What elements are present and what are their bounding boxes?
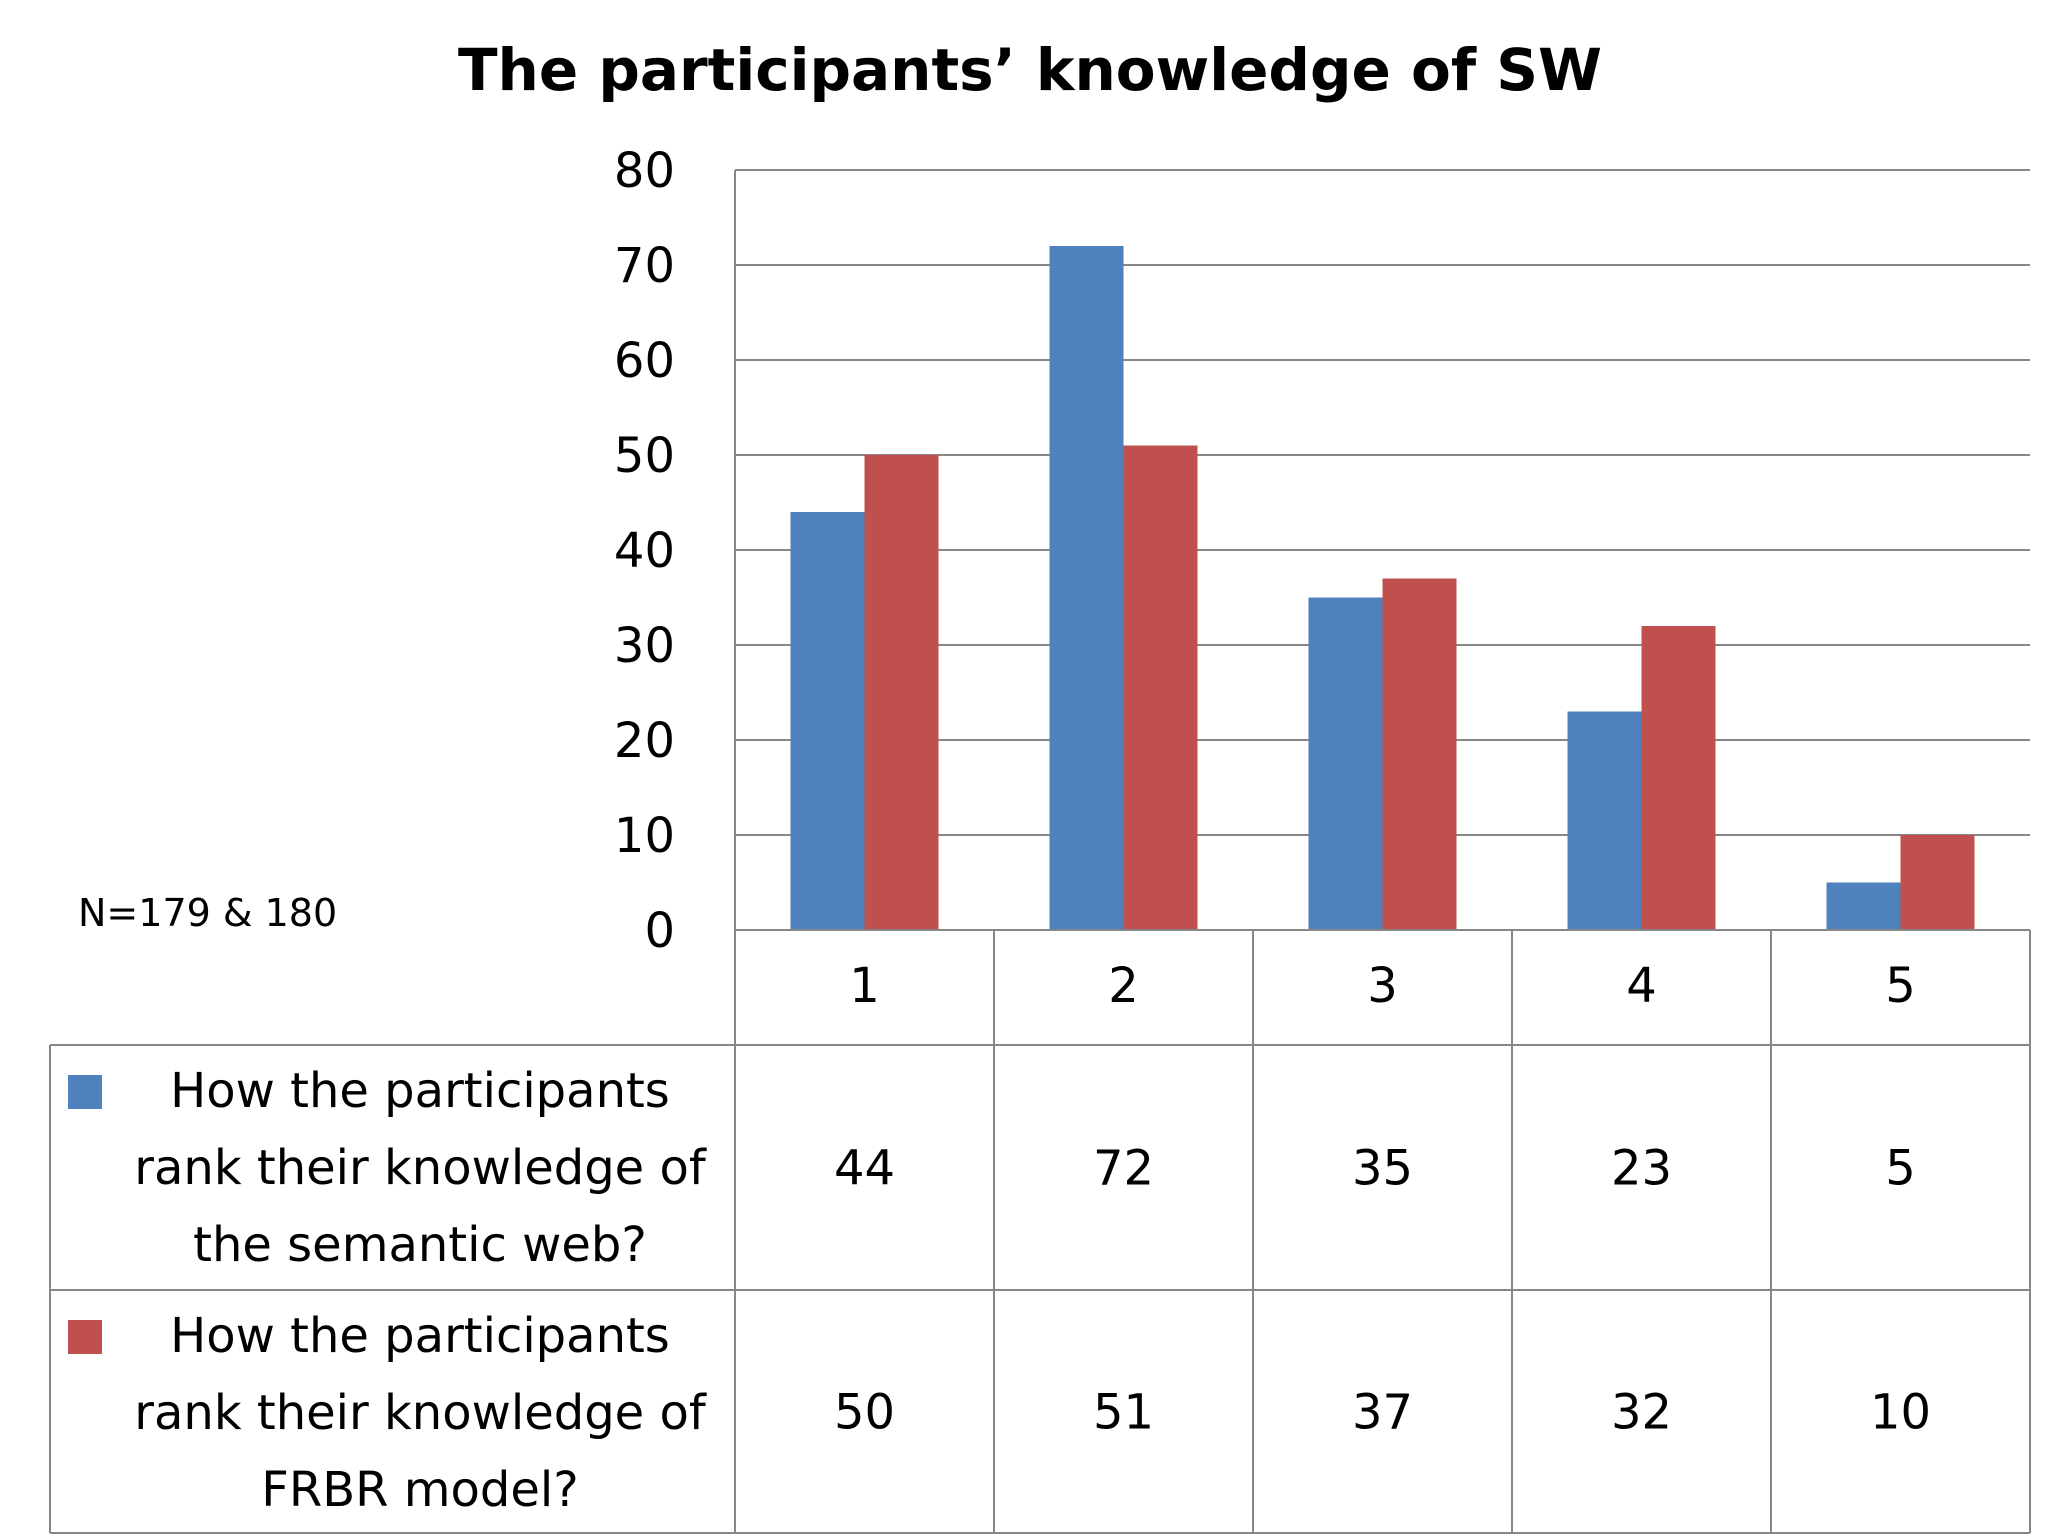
- y-axis-ticks: 0 10 20 30 40 50 60 70 80: [614, 143, 675, 959]
- bar-series1-cat5: [1826, 882, 1901, 930]
- bar-series2-cat4: [1641, 626, 1716, 930]
- y-tick-label: 80: [614, 143, 675, 199]
- sample-size-note: N=179 & 180: [78, 891, 337, 935]
- legend-label: the semantic web?: [193, 1217, 647, 1273]
- bar-series1-cat2: [1049, 246, 1124, 930]
- gridlines: [734, 169, 2030, 931]
- bar-series1-cat3: [1308, 597, 1383, 930]
- data-value-label: 35: [1352, 1141, 1413, 1197]
- legend-label: FRBR model?: [261, 1462, 578, 1518]
- y-tick-label: 40: [614, 523, 675, 579]
- legend-label: rank their knowledge of: [134, 1385, 707, 1441]
- data-value-label: 44: [834, 1141, 895, 1197]
- bar-series2-cat3: [1382, 578, 1457, 930]
- legend-label: How the participants: [170, 1308, 670, 1364]
- y-tick-label: 70: [614, 238, 675, 294]
- bar-series1-cat1: [790, 512, 865, 930]
- legend-label: How the participants: [170, 1063, 670, 1119]
- data-value-label: 23: [1611, 1141, 1672, 1197]
- x-tick-label: 2: [1108, 958, 1139, 1014]
- data-value-label: 32: [1611, 1385, 1672, 1441]
- data-value-label: 72: [1093, 1141, 1154, 1197]
- legend-swatch-series2: [68, 1320, 102, 1354]
- x-tick-label: 4: [1626, 958, 1657, 1014]
- x-tick-label: 1: [849, 958, 880, 1014]
- data-value-label: 51: [1093, 1385, 1154, 1441]
- legend-label: rank their knowledge of: [134, 1140, 707, 1196]
- y-tick-label: 60: [614, 333, 675, 389]
- data-value-label: 5: [1885, 1141, 1916, 1197]
- bar-series2-cat2: [1123, 445, 1198, 930]
- legend-swatch-series1: [68, 1075, 102, 1109]
- y-tick-label: 0: [644, 903, 675, 959]
- y-tick-label: 50: [614, 428, 675, 484]
- data-value-label: 10: [1870, 1385, 1931, 1441]
- x-tick-label: 3: [1367, 958, 1398, 1014]
- bar-series2-cat1: [864, 455, 939, 930]
- x-tick-label: 5: [1885, 958, 1916, 1014]
- chart-title: The participants’ knowledge of SW: [458, 36, 1602, 104]
- data-value-label: 37: [1352, 1385, 1413, 1441]
- y-tick-label: 20: [614, 713, 675, 769]
- data-value-label: 50: [834, 1385, 895, 1441]
- bars: [790, 246, 1975, 930]
- bar-series2-cat5: [1900, 835, 1975, 930]
- y-tick-label: 10: [614, 808, 675, 864]
- bar-series1-cat4: [1567, 711, 1642, 930]
- y-tick-label: 30: [614, 618, 675, 674]
